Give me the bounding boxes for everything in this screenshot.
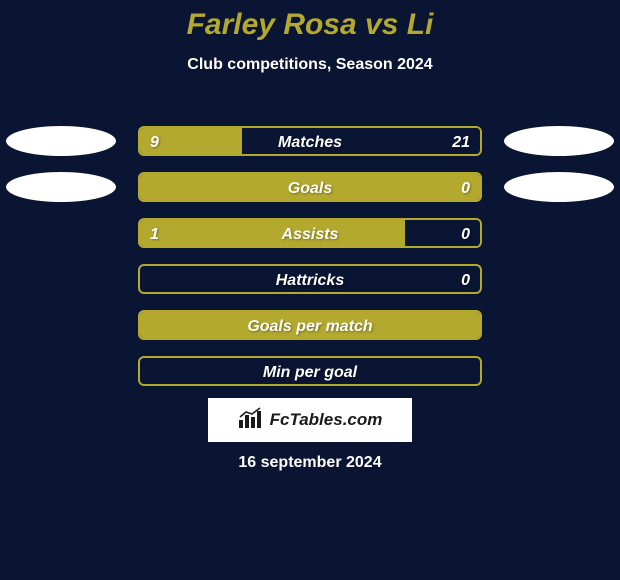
bar-row: 0Hattricks <box>0 256 620 302</box>
stat-bar-left-segment <box>140 312 480 338</box>
team-badge-right <box>504 126 614 156</box>
comparison-card: Farley Rosa vs Li Club competitions, Sea… <box>0 0 620 580</box>
stat-label: Hattricks <box>140 266 480 294</box>
stat-bar-left-segment <box>140 220 405 246</box>
brand-logo: FcTables.com <box>208 398 412 442</box>
stat-value-left: 1 <box>150 220 159 248</box>
stat-label: Min per goal <box>140 358 480 386</box>
stat-bar: 0Hattricks <box>138 264 482 294</box>
bar-row: 921Matches <box>0 118 620 164</box>
bar-row: Min per goal <box>0 348 620 394</box>
page-title: Farley Rosa vs Li <box>0 0 620 42</box>
brand-logo-text: FcTables.com <box>270 410 383 430</box>
stat-bar-right-segment <box>242 128 480 154</box>
bar-row: Goals per match <box>0 302 620 348</box>
bars-area: 921Matches0Goals10Assists0HattricksGoals… <box>0 118 620 394</box>
bar-chart-icon <box>238 407 264 434</box>
stat-value-right: 0 <box>461 174 470 202</box>
subtitle: Club competitions, Season 2024 <box>0 56 620 74</box>
stat-value-right: 0 <box>461 266 470 294</box>
stat-bar-left-segment <box>140 174 480 200</box>
stat-bar: Min per goal <box>138 356 482 386</box>
team-badge-left <box>6 172 116 202</box>
stat-value-right: 21 <box>452 128 470 156</box>
stat-value-left: 9 <box>150 128 159 156</box>
stat-bar: Goals per match <box>138 310 482 340</box>
date-text: 16 september 2024 <box>0 454 620 472</box>
stat-bar: 921Matches <box>138 126 482 156</box>
bar-row: 10Assists <box>0 210 620 256</box>
team-badge-right <box>504 172 614 202</box>
stat-bar: 10Assists <box>138 218 482 248</box>
stat-value-right: 0 <box>461 220 470 248</box>
team-badge-left <box>6 126 116 156</box>
bar-row: 0Goals <box>0 164 620 210</box>
stat-bar: 0Goals <box>138 172 482 202</box>
